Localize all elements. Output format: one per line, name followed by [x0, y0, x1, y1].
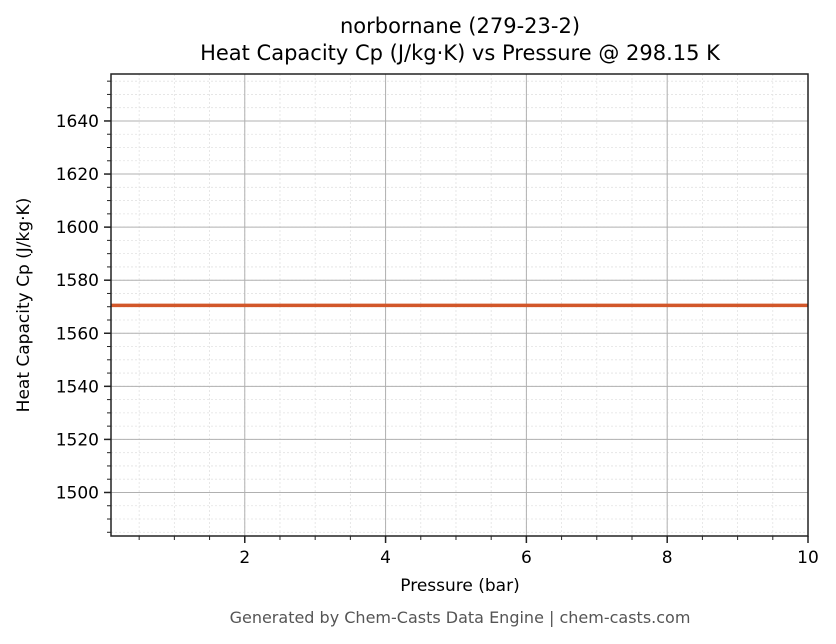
x-tick-label: 2: [239, 548, 250, 568]
y-tick-label: 1500: [56, 483, 99, 503]
x-tick-label: 6: [521, 548, 532, 568]
y-tick-label: 1620: [56, 165, 99, 185]
y-tick-label: 1600: [56, 218, 99, 238]
x-tick-label: 4: [380, 548, 391, 568]
y-tick-label: 1560: [56, 324, 99, 344]
footer-credit: Generated by Chem-Casts Data Engine | ch…: [229, 608, 691, 627]
y-tick-label: 1580: [56, 271, 99, 291]
y-tick-label: 1640: [56, 112, 99, 132]
x-tick-label: 10: [797, 548, 819, 568]
y-axis-label: Heat Capacity Cp (J/kg·K): [14, 197, 34, 413]
y-tick-label: 1520: [56, 430, 99, 450]
axes-frame: [110, 73, 809, 537]
x-tick-label: 8: [662, 548, 673, 568]
y-tick-label: 1540: [56, 377, 99, 397]
chart-title: norbornane (279-23-2): [339, 14, 581, 38]
x-axis-label: Pressure (bar): [400, 576, 520, 596]
chart-subtitle: Heat Capacity Cp (J/kg·K) vs Pressure @ …: [200, 41, 720, 65]
